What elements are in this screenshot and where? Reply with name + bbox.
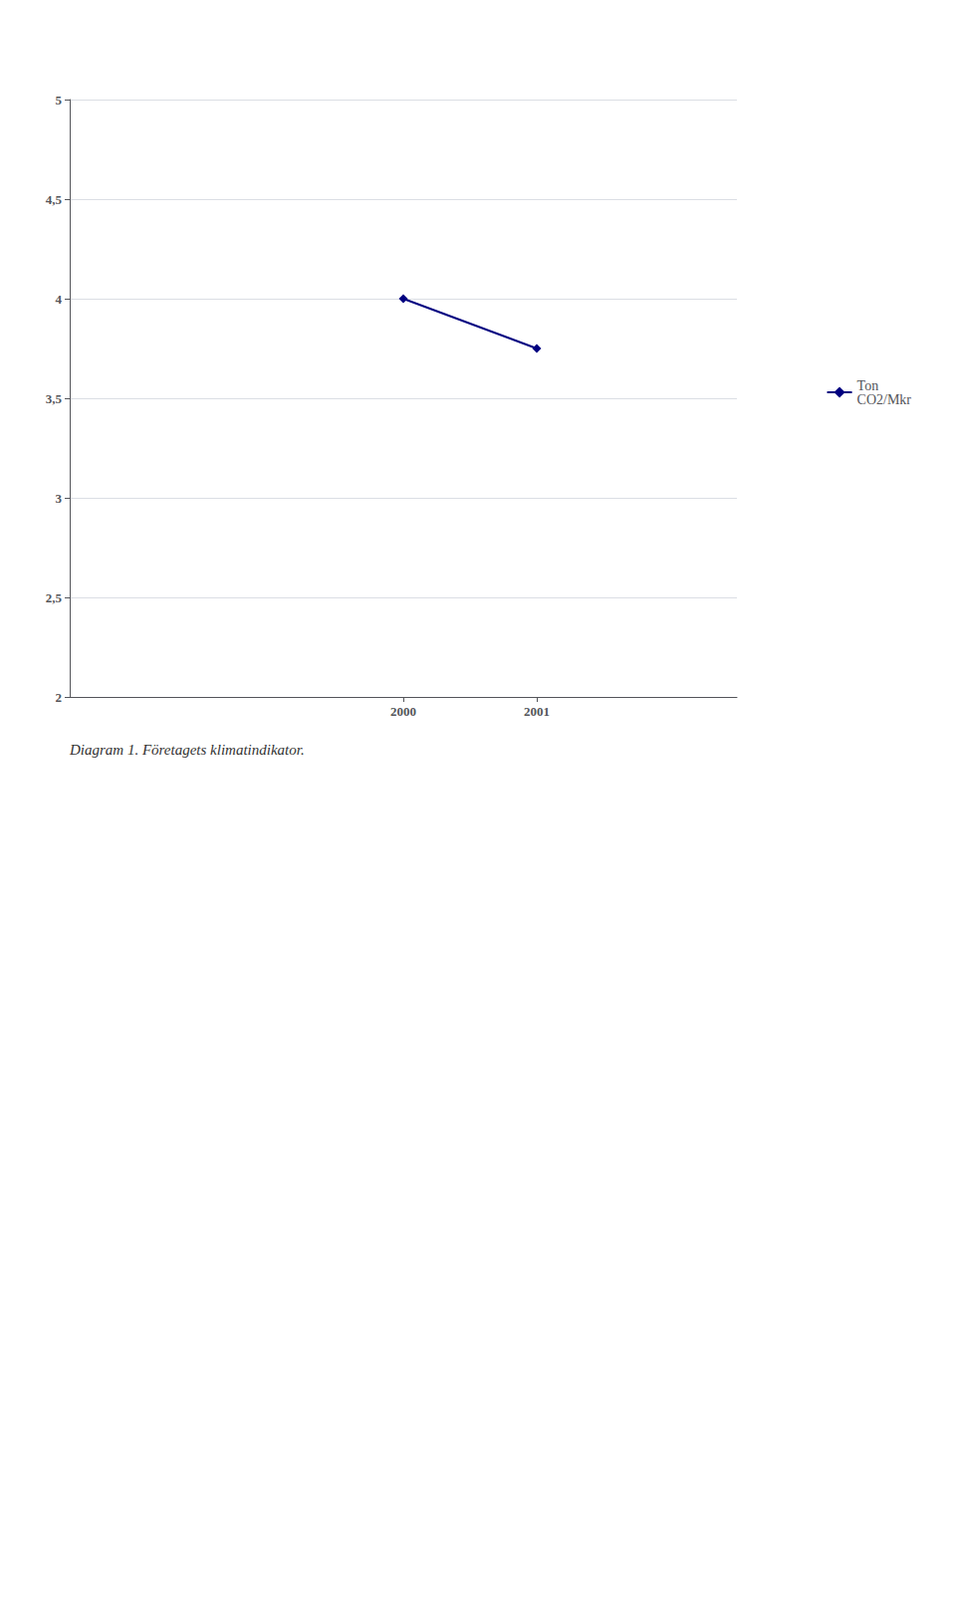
svg-text:Diagram 1. Företagets klimatin: Diagram 1. Företagets klimatindikator. <box>68 741 305 758</box>
svg-text:3,5: 3,5 <box>45 391 63 407</box>
svg-text:2: 2 <box>55 690 63 706</box>
svg-text:2000: 2000 <box>390 704 417 719</box>
svg-text:5: 5 <box>55 92 63 108</box>
svg-text:3: 3 <box>55 490 63 506</box>
svg-text:2001: 2001 <box>523 704 550 719</box>
svg-text:Ton: Ton <box>857 378 880 394</box>
svg-text:4: 4 <box>55 291 63 307</box>
svg-text:2,5: 2,5 <box>45 590 63 606</box>
svg-text:4,5: 4,5 <box>45 192 63 208</box>
svg-text:CO2/Mkr: CO2/Mkr <box>857 392 913 408</box>
